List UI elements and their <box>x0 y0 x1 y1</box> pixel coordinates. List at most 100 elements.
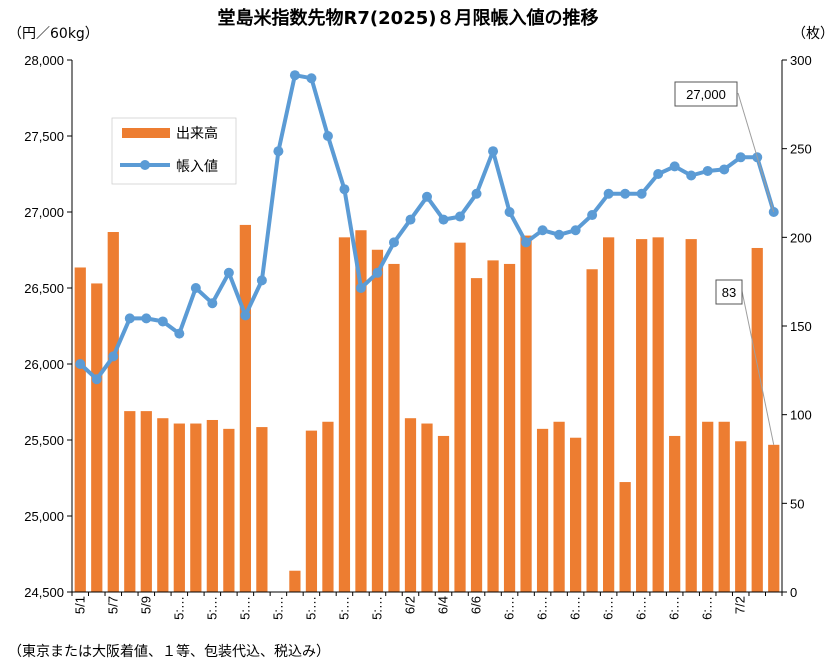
settlement-point <box>339 184 350 195</box>
settlement-point <box>702 165 713 176</box>
callout-settlement-box <box>674 81 738 107</box>
volume-bar <box>256 427 268 592</box>
callout-volume-text: 83 <box>722 285 736 300</box>
volume-bar <box>470 278 483 592</box>
x-tick-label: 6:… <box>535 596 550 620</box>
settlement-point <box>256 275 267 286</box>
settlement-point <box>570 225 581 236</box>
volume-bar <box>553 421 565 592</box>
x-tick-label: 6:… <box>634 596 649 620</box>
x-tick-label: 6:… <box>667 596 682 620</box>
volume-bar <box>437 435 450 592</box>
volume-bar <box>569 437 582 592</box>
settlement-point <box>620 188 631 199</box>
settlement-line <box>75 70 779 385</box>
x-tick-label: 6:… <box>502 596 517 620</box>
settlement-point <box>273 146 284 157</box>
settlement-point <box>488 146 499 157</box>
x-tick-label: 5/9 <box>138 596 153 614</box>
volume-bar <box>322 421 334 592</box>
volume-bar <box>768 444 780 592</box>
right-tick-label: 150 <box>790 319 812 334</box>
legend-line-label: 帳入値 <box>176 159 218 175</box>
x-tick-label: 5:… <box>336 596 351 620</box>
settlement-point <box>422 191 432 202</box>
settlement-point <box>521 237 532 248</box>
volume-bar <box>107 232 119 592</box>
volume-bar <box>751 247 763 592</box>
x-tick-label: 7/2 <box>733 596 748 614</box>
legend: 出来高 帳入値 <box>111 117 237 185</box>
right-tick-label: 0 <box>790 585 797 600</box>
x-tick-label: 5:… <box>204 596 219 620</box>
volume-bar <box>289 570 301 592</box>
settlement-point <box>388 237 399 248</box>
x-axis-ticks: 5/1 5/7 5/9 5:… 5:… 5:… 5:… 5:… 5:… 5:… 6/2 6/4 6/6 6… <box>71 592 783 620</box>
volume-bar <box>190 423 202 592</box>
volume-bar <box>239 224 251 593</box>
settlement-point <box>124 313 135 324</box>
x-tick-label: 6/6 <box>469 596 484 614</box>
left-tick-label: 25,500 <box>24 433 64 448</box>
volume-bar <box>619 482 631 592</box>
x-tick-label: 6:… <box>601 596 616 620</box>
left-axis-ticks: 24,500 25,000 25,500 26,000 26,500 27,000 27,5… <box>24 53 72 600</box>
settlement-point <box>537 225 548 236</box>
right-axis-ticks: 0 50 100 150 200 250 300 <box>782 53 812 600</box>
settlement-point <box>686 170 697 181</box>
settlement-point <box>471 188 482 199</box>
volume-bar <box>91 283 103 592</box>
settlement-point <box>174 328 185 339</box>
volume-bar <box>338 237 351 593</box>
right-tick-label: 200 <box>790 230 812 245</box>
legend-line-marker <box>140 160 150 170</box>
settlement-point <box>108 351 119 362</box>
volume-bar <box>503 263 516 592</box>
volume-bar <box>223 428 235 592</box>
callout-volume: 83 <box>715 279 775 445</box>
footnote: （東京または大阪着値、１等、包装代込、税込み） <box>8 643 330 660</box>
volume-bar <box>586 269 598 592</box>
volume-bar <box>371 249 384 592</box>
settlement-point <box>207 298 218 309</box>
callout-volume-box <box>715 279 743 305</box>
volume-bar <box>718 421 730 592</box>
settlement-point <box>735 152 746 163</box>
settlement-point <box>636 188 647 199</box>
settlement-point <box>322 131 333 141</box>
left-tick-label: 26,500 <box>24 281 64 296</box>
volume-bar <box>652 237 664 593</box>
left-tick-label: 24,500 <box>24 585 64 600</box>
settlement-point <box>603 188 614 199</box>
left-axis-unit: （円／60kg） <box>8 26 99 42</box>
settlement-point <box>157 316 168 327</box>
volume-bar <box>355 230 367 593</box>
volume-bar <box>520 235 532 592</box>
left-tick-label: 27,500 <box>24 129 64 144</box>
volume-bar <box>173 423 185 592</box>
volume-bar <box>669 435 681 592</box>
x-tick-label: 6:… <box>568 596 583 620</box>
volume-bars <box>74 224 780 593</box>
settlement-point <box>289 70 300 81</box>
settlement-point <box>405 214 416 225</box>
left-tick-label: 27,000 <box>24 205 64 220</box>
settlement-point <box>306 73 317 84</box>
volume-bar <box>603 237 615 593</box>
volume-bar <box>388 263 400 592</box>
x-tick-label: 5:… <box>369 596 384 620</box>
settlement-point <box>75 359 86 369</box>
legend-bar-swatch <box>122 128 170 138</box>
settlement-point <box>372 267 383 278</box>
right-axis-unit: （枚） <box>792 26 834 42</box>
settlement-point <box>587 210 598 221</box>
settlement-point <box>355 283 366 293</box>
volume-bar <box>140 411 152 592</box>
legend-bar-label: 出来高 <box>176 125 218 142</box>
volume-bar <box>487 260 499 592</box>
x-tick-label: 5:… <box>303 596 318 620</box>
x-tick-label: 6/2 <box>402 596 417 614</box>
settlement-point <box>240 310 251 321</box>
volume-bar <box>74 267 86 592</box>
x-tick-label: 5/7 <box>105 596 120 614</box>
